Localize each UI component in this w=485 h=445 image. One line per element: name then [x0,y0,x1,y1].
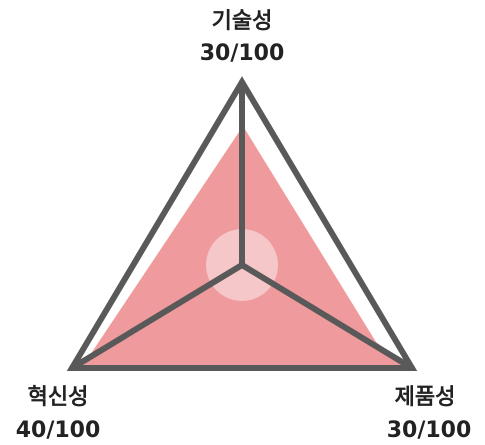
axis-label-hyeoksinseong: 혁신성 [28,384,89,410]
spoke-jepumseong [239,262,415,371]
spoke-hyeoksinseong [69,262,245,371]
radar-frame [66,76,418,371]
data-area [82,126,412,368]
axis-value-gisulseong: 30/100 [200,41,285,66]
axis-value-hyeoksinseong: 40/100 [16,418,101,443]
axis-value-jepumseong: 30/100 [387,418,472,443]
axis-label-gisulseong: 기술성 [212,9,273,34]
axis-label-jepumseong: 제품성 [395,385,456,410]
